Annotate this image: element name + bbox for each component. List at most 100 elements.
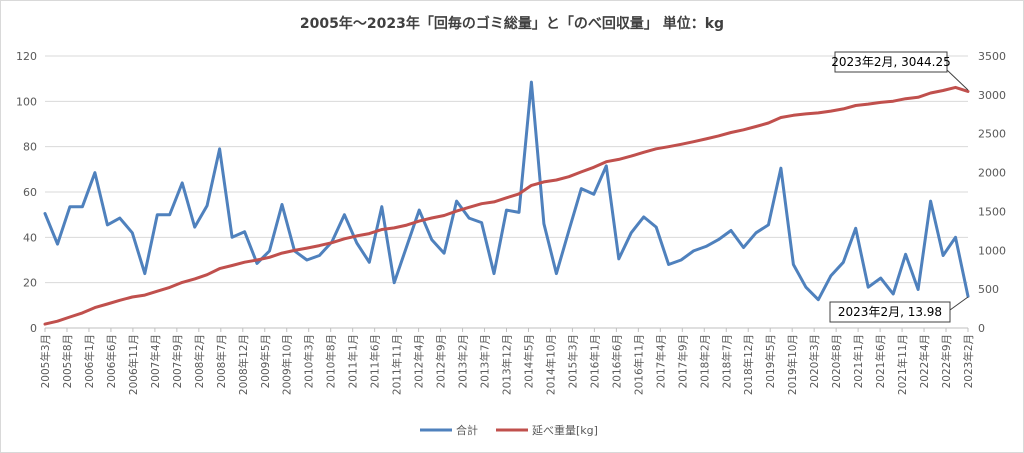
data-point-series-2: [44, 323, 46, 325]
left-tick-label: 40: [23, 231, 37, 244]
data-point-series-1: [405, 245, 408, 248]
data-point-series-1: [942, 254, 944, 257]
x-tick-label: 2012年9月: [435, 334, 448, 388]
data-point-series-1: [119, 217, 121, 219]
data-point-series-1: [630, 232, 632, 234]
data-point-series-1: [343, 213, 346, 216]
x-tick-label: 2021年11月: [896, 334, 909, 395]
x-tick-label: 2018年12月: [742, 334, 755, 395]
x-tick-label: 2019年10月: [786, 334, 799, 395]
data-point-series-1: [580, 187, 583, 190]
chart-title: 2005年～2023年「回毎のゴミ総量」と「のべ回収量」 単位：kg: [300, 15, 724, 32]
x-tick-label: 2014年5月: [522, 334, 535, 388]
data-point-series-1: [356, 242, 358, 244]
data-point-series-2: [156, 290, 159, 293]
callouts: 2023年2月, 3044.25 2023年2月, 13.98: [829, 51, 969, 323]
data-point-series-2: [568, 175, 570, 178]
data-point-series-2: [405, 224, 408, 226]
data-point-series-1: [368, 261, 371, 264]
data-point-series-1: [455, 200, 458, 202]
x-tick-label: 2020年3月: [808, 334, 821, 388]
data-point-series-1: [418, 209, 421, 211]
x-tick-label: 2012年4月: [413, 334, 426, 388]
data-point-series-1: [144, 272, 146, 275]
data-point-series-2: [231, 264, 233, 267]
data-point-series-1: [879, 277, 882, 279]
data-point-series-2: [854, 104, 857, 107]
right-tick-label: 1500: [978, 205, 1006, 218]
x-tick-label: 2016年11月: [632, 334, 645, 395]
data-point-series-2: [106, 303, 109, 305]
callout-label-upper: 2023年2月, 3044.25: [831, 55, 950, 69]
x-tick-label: 2018年7月: [720, 334, 733, 388]
data-point-series-2: [555, 179, 558, 181]
data-point-series-2: [792, 114, 795, 117]
legend-label-series-1: 合計: [456, 423, 478, 437]
data-point-series-1: [44, 212, 46, 215]
data-point-series-2: [717, 135, 720, 137]
x-tick-label: 2006年11月: [127, 334, 140, 395]
data-point-series-2: [468, 206, 470, 209]
data-point-series-2: [730, 131, 732, 134]
data-point-series-2: [543, 181, 545, 183]
x-tick-label: 2007年9月: [171, 334, 184, 388]
data-point-series-1: [717, 238, 720, 241]
data-point-series-1: [917, 288, 919, 291]
data-point-series-1: [393, 281, 396, 284]
x-tick-label: 2008年2月: [193, 334, 206, 388]
data-point-series-2: [680, 143, 682, 146]
data-point-series-2: [119, 299, 121, 302]
data-point-series-1: [680, 259, 682, 261]
data-point-series-2: [293, 249, 296, 252]
data-point-series-1: [830, 275, 832, 277]
data-point-series-2: [655, 148, 657, 150]
data-point-series-1: [530, 81, 533, 83]
x-tick-label: 2020年8月: [830, 334, 843, 388]
x-tick-label: 2009年10月: [281, 334, 294, 395]
left-tick-label: 80: [23, 141, 37, 154]
data-point-series-2: [518, 193, 520, 195]
data-point-series-1: [605, 165, 608, 167]
data-point-series-1: [69, 205, 71, 208]
data-point-series-1: [281, 203, 283, 206]
data-point-series-2: [954, 86, 957, 89]
data-point-series-1: [655, 226, 657, 228]
x-tick-label: 2014年10月: [544, 334, 557, 395]
data-point-series-2: [168, 286, 171, 289]
data-point-series-1: [642, 216, 645, 218]
data-point-series-1: [555, 272, 558, 275]
data-point-series-2: [867, 103, 869, 105]
data-point-series-2: [767, 122, 770, 124]
data-point-series-2: [144, 294, 146, 296]
data-point-series-1: [805, 286, 807, 289]
data-point-series-1: [181, 182, 183, 184]
x-tick-label: 2011年6月: [369, 334, 382, 388]
data-point-series-2: [56, 320, 59, 323]
data-point-series-2: [356, 235, 358, 237]
data-point-series-2: [667, 145, 670, 148]
data-point-series-2: [243, 261, 246, 264]
data-point-series-1: [94, 171, 96, 174]
data-point-series-1: [206, 204, 208, 207]
data-point-series-1: [755, 232, 757, 234]
data-point-series-2: [430, 217, 433, 219]
data-point-series-2: [705, 138, 707, 140]
legend-label-series-2: 延べ重量[kg]: [532, 423, 598, 437]
series-layer: [43, 80, 970, 326]
data-point-series-1: [792, 263, 795, 266]
data-point-series-2: [830, 110, 832, 112]
data-point-series-1: [767, 224, 770, 226]
x-tick-label: 2006年1月: [83, 334, 96, 388]
data-point-series-2: [493, 201, 495, 203]
data-point-series-1: [742, 246, 745, 249]
data-point-series-2: [605, 160, 608, 163]
x-tick-label: 2016年6月: [610, 334, 623, 388]
data-point-series-2: [817, 112, 820, 114]
data-point-series-2: [842, 108, 845, 110]
left-tick-label: 60: [23, 186, 37, 199]
x-tick-label: 2015年3月: [566, 334, 579, 388]
data-point-series-2: [942, 89, 944, 92]
data-point-series-2: [805, 113, 807, 115]
left-tick-label: 0: [30, 322, 37, 335]
